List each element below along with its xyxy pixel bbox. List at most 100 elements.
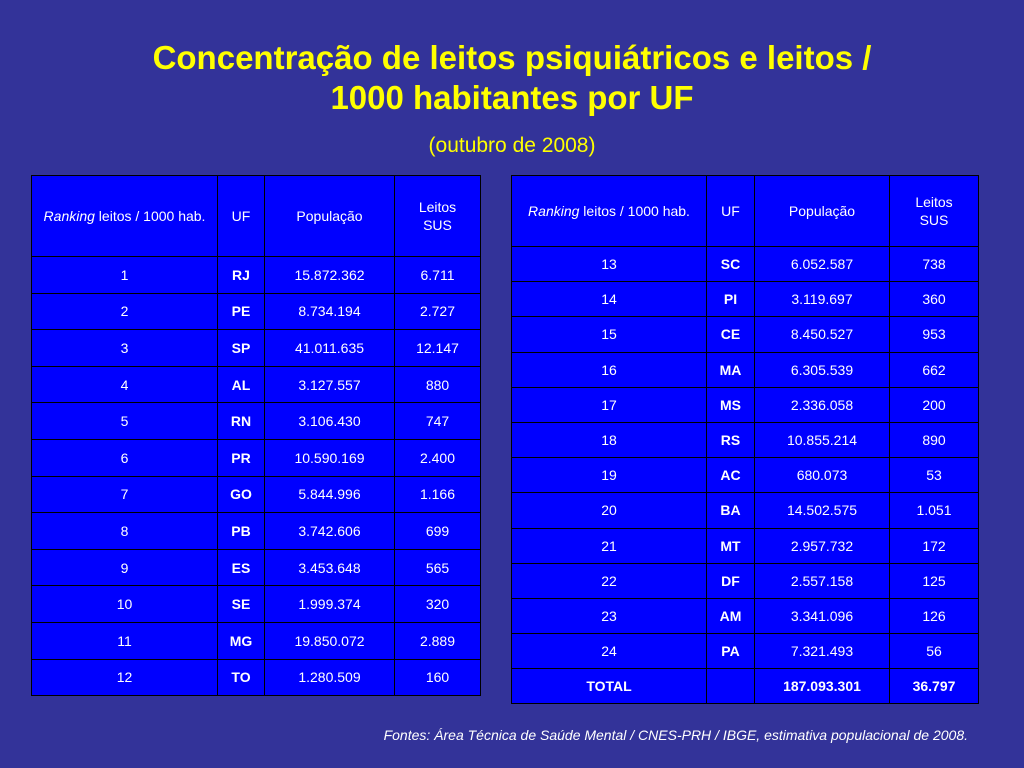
- table-row: 8 PB 3.742.606 699: [31, 512, 481, 550]
- cell-uf: GO: [217, 475, 265, 514]
- cell-uf: SE: [217, 585, 265, 623]
- cell-rank: 20: [511, 492, 707, 529]
- cell-leitos: 953: [889, 316, 979, 353]
- cell-uf: BA: [706, 492, 755, 529]
- total-leitos: 36.797: [889, 668, 979, 705]
- header-populacao: População: [264, 175, 395, 257]
- cell-leitos: 172: [889, 527, 979, 564]
- header-ranking-italic: Ranking: [43, 208, 95, 224]
- header-ranking: Ranking leitos / 1000 hab.: [31, 175, 218, 257]
- cell-uf: CE: [706, 316, 755, 353]
- cell-rank: 3: [31, 329, 218, 367]
- cell-rank: 10: [31, 585, 218, 623]
- cell-leitos: 2.727: [394, 292, 481, 331]
- table-header-row: Ranking leitos / 1000 hab. UF População …: [31, 175, 481, 257]
- table-row: 15 CE 8.450.527 953: [511, 316, 979, 353]
- table-row: 3 SP 41.011.635 12.147: [31, 329, 481, 367]
- cell-uf: RJ: [217, 256, 265, 294]
- header-ranking-rest: leitos / 1000 hab.: [94, 208, 206, 224]
- cell-uf: ES: [217, 548, 265, 587]
- cell-populacao: 15.872.362: [264, 256, 395, 294]
- page-title: Concentração de leitos psiquiátricos e l…: [0, 38, 1024, 118]
- cell-leitos: 53: [889, 457, 979, 494]
- cell-populacao: 680.073: [754, 457, 890, 494]
- cell-uf: MS: [706, 386, 755, 423]
- cell-uf: RS: [706, 421, 755, 459]
- cell-populacao: 2.336.058: [754, 386, 890, 423]
- cell-populacao: 1.999.374: [264, 585, 395, 623]
- header-leitos-line-1: Leitos: [915, 194, 953, 210]
- cell-populacao: 41.011.635: [264, 329, 395, 367]
- cell-rank: 1: [31, 256, 218, 294]
- cell-leitos: 12.147: [394, 329, 481, 367]
- total-uf: [706, 668, 755, 705]
- cell-rank: 14: [511, 281, 707, 318]
- ranking-table-left: Ranking leitos / 1000 hab. UF População …: [31, 175, 481, 697]
- cell-leitos: 747: [394, 402, 481, 440]
- table-row: 21 MT 2.957.732 172: [511, 527, 979, 564]
- header-uf: UF: [706, 175, 755, 247]
- cell-uf: AM: [706, 597, 755, 635]
- table-row: 10 SE 1.999.374 320: [31, 585, 481, 623]
- table-row: 12 TO 1.280.509 160: [31, 658, 481, 697]
- cell-rank: 15: [511, 316, 707, 353]
- header-ranking: Ranking leitos / 1000 hab.: [511, 175, 707, 247]
- cell-uf: PI: [706, 281, 755, 318]
- table-row: 14 PI 3.119.697 360: [511, 281, 979, 318]
- cell-populacao: 6.052.587: [754, 245, 890, 283]
- cell-uf: PE: [217, 292, 265, 331]
- cell-uf: AL: [217, 365, 265, 404]
- table-row: 22 DF 2.557.158 125: [511, 562, 979, 599]
- table-row: 18 RS 10.855.214 890: [511, 421, 979, 459]
- cell-uf: MG: [217, 621, 265, 660]
- ranking-table-right: Ranking leitos / 1000 hab. UF População …: [511, 175, 979, 705]
- header-leitos: Leitos SUS: [889, 175, 979, 247]
- cell-rank: 21: [511, 527, 707, 564]
- cell-leitos: 1.166: [394, 475, 481, 514]
- cell-rank: 11: [31, 621, 218, 660]
- table-row: 17 MS 2.336.058 200: [511, 386, 979, 423]
- table-row: 23 AM 3.341.096 126: [511, 597, 979, 635]
- table-row: 6 PR 10.590.169 2.400: [31, 438, 481, 477]
- cell-uf: DF: [706, 562, 755, 599]
- total-row: TOTAL 187.093.301 36.797: [511, 668, 979, 705]
- cell-leitos: 2.400: [394, 438, 481, 477]
- cell-rank: 12: [31, 658, 218, 697]
- cell-populacao: 8.450.527: [754, 316, 890, 353]
- table-row: 11 MG 19.850.072 2.889: [31, 621, 481, 660]
- cell-populacao: 3.453.648: [264, 548, 395, 587]
- table-row: 4 AL 3.127.557 880: [31, 365, 481, 404]
- cell-leitos: 320: [394, 585, 481, 623]
- cell-leitos: 160: [394, 658, 481, 697]
- cell-rank: 22: [511, 562, 707, 599]
- cell-leitos: 662: [889, 351, 979, 388]
- cell-rank: 18: [511, 421, 707, 459]
- header-leitos-line-1: Leitos: [418, 199, 457, 215]
- cell-rank: 5: [31, 402, 218, 440]
- cell-rank: 24: [511, 633, 707, 670]
- cell-populacao: 2.957.732: [754, 527, 890, 564]
- cell-leitos: 2.889: [394, 621, 481, 660]
- cell-rank: 2: [31, 292, 218, 331]
- cell-populacao: 1.280.509: [264, 658, 395, 697]
- header-leitos: Leitos SUS: [394, 175, 481, 257]
- cell-leitos: 56: [889, 633, 979, 670]
- table-row: 20 BA 14.502.575 1.051: [511, 492, 979, 529]
- cell-leitos: 6.711: [394, 256, 481, 294]
- cell-populacao: 5.844.996: [264, 475, 395, 514]
- cell-uf: PR: [217, 438, 265, 477]
- cell-leitos: 880: [394, 365, 481, 404]
- cell-uf: RN: [217, 402, 265, 440]
- table-row: 1 RJ 15.872.362 6.711: [31, 256, 481, 294]
- total-populacao: 187.093.301: [754, 668, 890, 705]
- cell-leitos: 200: [889, 386, 979, 423]
- cell-populacao: 19.850.072: [264, 621, 395, 660]
- cell-leitos: 125: [889, 562, 979, 599]
- table-row: 2 PE 8.734.194 2.727: [31, 292, 481, 331]
- cell-rank: 4: [31, 365, 218, 404]
- cell-rank: 7: [31, 475, 218, 514]
- cell-leitos: 565: [394, 548, 481, 587]
- cell-leitos: 699: [394, 512, 481, 550]
- header-populacao: População: [754, 175, 890, 247]
- cell-populacao: 3.106.430: [264, 402, 395, 440]
